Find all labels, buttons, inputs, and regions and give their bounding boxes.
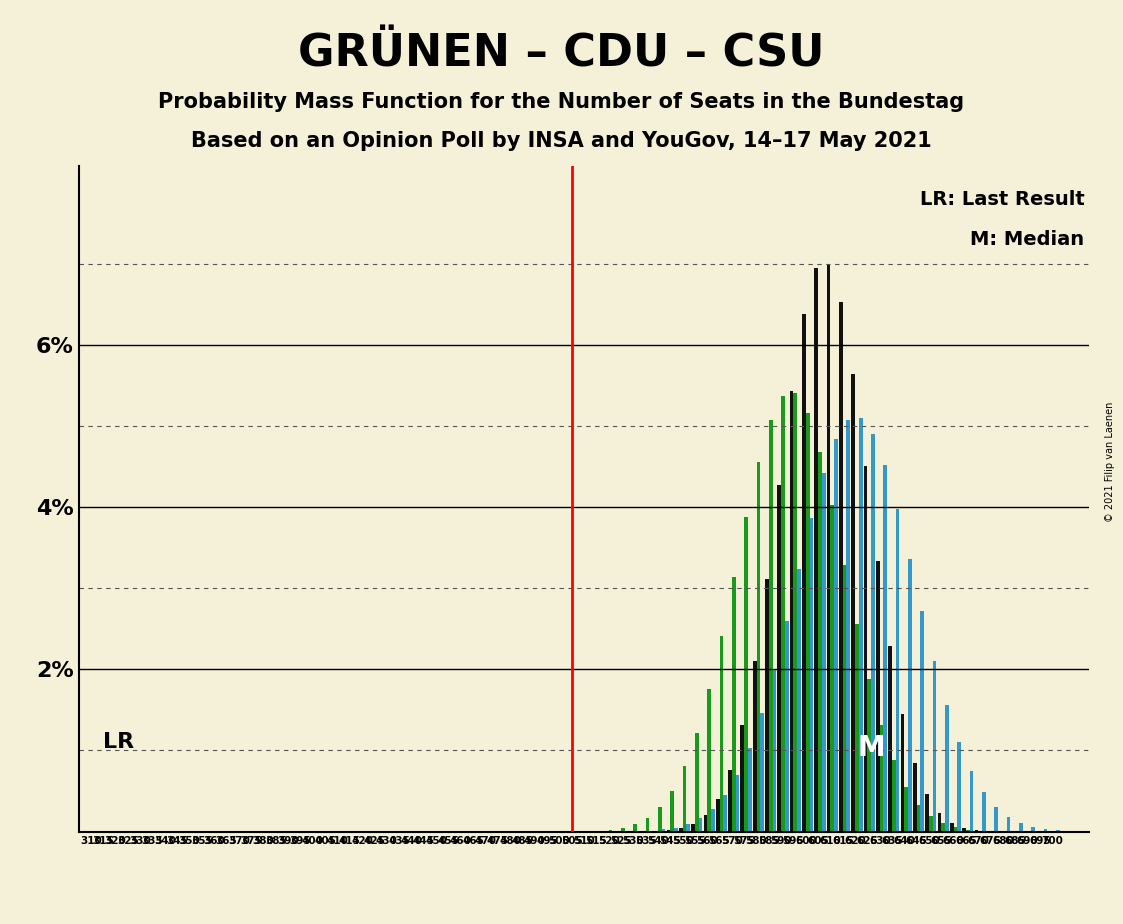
Bar — [983, 792, 986, 832]
Bar — [794, 394, 797, 832]
Bar — [679, 829, 683, 832]
Bar — [769, 419, 773, 832]
Bar — [958, 742, 961, 832]
Bar — [941, 823, 946, 832]
Bar — [892, 760, 896, 832]
Bar — [896, 508, 900, 832]
Bar — [916, 805, 921, 832]
Bar — [621, 828, 624, 832]
Bar — [789, 392, 794, 832]
Bar — [711, 809, 714, 832]
Bar — [871, 433, 875, 832]
Bar — [802, 314, 806, 832]
Bar — [962, 828, 966, 832]
Bar — [978, 831, 983, 832]
Bar — [728, 770, 732, 832]
Bar — [609, 830, 612, 832]
Bar — [691, 824, 695, 832]
Bar — [723, 796, 727, 832]
Bar — [670, 791, 674, 832]
Bar — [732, 577, 736, 832]
Bar — [953, 827, 958, 832]
Bar — [913, 762, 916, 832]
Bar — [810, 518, 813, 832]
Bar — [1043, 829, 1048, 832]
Bar — [782, 395, 785, 832]
Bar — [909, 559, 912, 832]
Bar — [683, 767, 686, 832]
Bar — [975, 830, 978, 832]
Bar — [773, 670, 776, 832]
Bar — [777, 485, 782, 832]
Bar — [674, 828, 677, 832]
Bar — [686, 824, 690, 832]
Bar — [867, 679, 871, 832]
Bar — [740, 725, 745, 832]
Bar — [925, 794, 929, 832]
Bar — [994, 807, 998, 832]
Bar — [1019, 823, 1023, 832]
Bar — [661, 830, 665, 832]
Bar — [839, 302, 842, 832]
Bar — [736, 775, 739, 832]
Bar — [834, 439, 838, 832]
Bar — [851, 374, 855, 832]
Text: M: Median: M: Median — [970, 229, 1084, 249]
Text: Based on an Opinion Poll by INSA and YouGov, 14–17 May 2021: Based on an Opinion Poll by INSA and You… — [191, 131, 932, 152]
Bar — [904, 786, 909, 832]
Bar — [658, 808, 661, 832]
Bar — [876, 561, 879, 832]
Bar — [1056, 831, 1060, 832]
Bar — [879, 724, 884, 832]
Bar — [814, 268, 819, 832]
Bar — [699, 819, 702, 832]
Bar — [745, 517, 748, 832]
Text: LR: LR — [103, 733, 135, 752]
Bar — [884, 465, 887, 832]
Bar — [888, 646, 892, 832]
Bar — [938, 813, 941, 832]
Bar — [929, 816, 933, 832]
Bar — [933, 661, 937, 832]
Bar — [855, 625, 859, 832]
Bar — [1006, 817, 1011, 832]
Bar — [970, 771, 974, 832]
Bar — [859, 418, 862, 832]
Bar — [720, 636, 723, 832]
Bar — [901, 714, 904, 832]
Text: LR: Last Result: LR: Last Result — [920, 189, 1084, 209]
Bar — [950, 822, 953, 832]
Text: M: M — [857, 734, 885, 761]
Bar — [822, 473, 825, 832]
Bar — [864, 466, 867, 832]
Bar — [785, 621, 788, 832]
Bar — [842, 565, 847, 832]
Bar — [827, 263, 831, 832]
Bar — [819, 453, 822, 832]
Bar — [847, 419, 850, 832]
Bar — [748, 748, 751, 832]
Text: GRÜNEN – CDU – CSU: GRÜNEN – CDU – CSU — [299, 32, 824, 76]
Bar — [707, 688, 711, 832]
Bar — [667, 831, 670, 832]
Bar — [946, 705, 949, 832]
Bar — [921, 611, 924, 832]
Bar — [752, 662, 757, 832]
Bar — [695, 733, 699, 832]
Bar — [760, 713, 764, 832]
Bar — [831, 505, 834, 832]
Bar — [715, 798, 720, 832]
Bar — [1031, 827, 1035, 832]
Text: Probability Mass Function for the Number of Seats in the Bundestag: Probability Mass Function for the Number… — [158, 92, 965, 113]
Bar — [757, 462, 760, 832]
Bar — [765, 579, 769, 832]
Bar — [703, 815, 707, 832]
Bar — [633, 824, 637, 832]
Bar — [797, 569, 801, 832]
Bar — [966, 830, 970, 832]
Bar — [649, 831, 652, 832]
Bar — [806, 413, 810, 832]
Text: © 2021 Filip van Laenen: © 2021 Filip van Laenen — [1105, 402, 1114, 522]
Bar — [646, 818, 649, 832]
